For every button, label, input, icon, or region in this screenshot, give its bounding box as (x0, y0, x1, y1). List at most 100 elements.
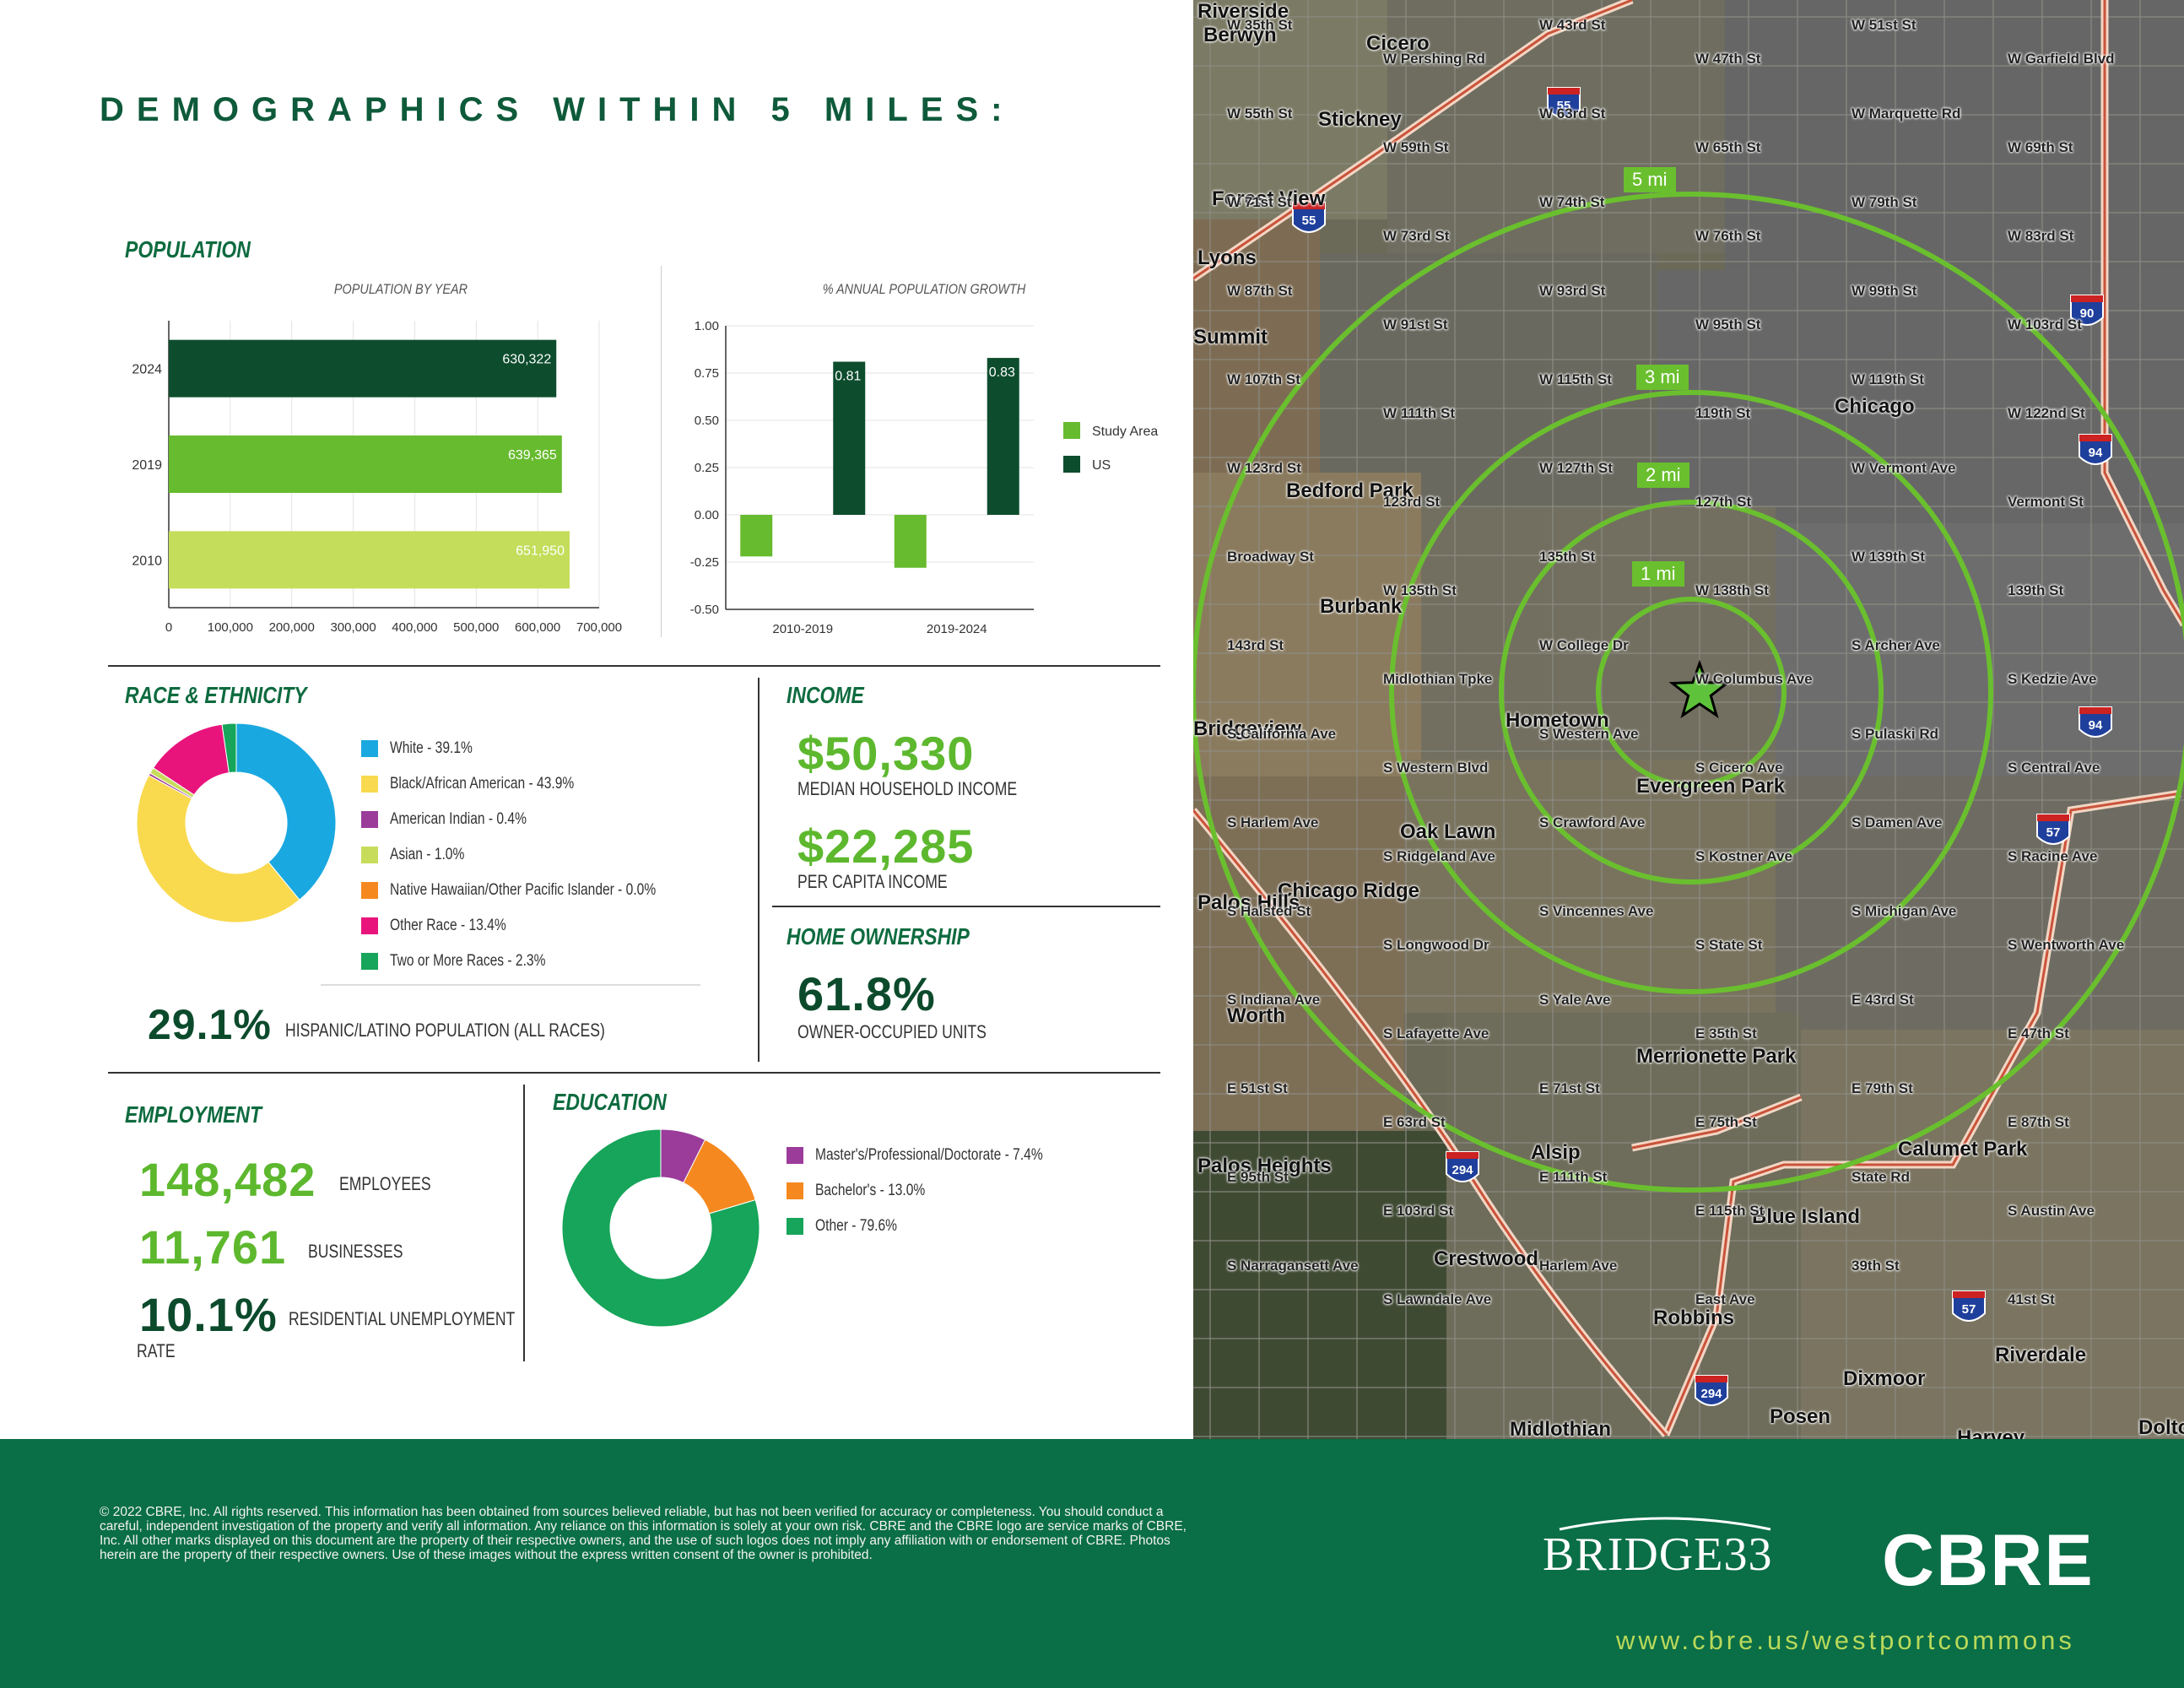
map-street-label: S Vincennes Ave (1539, 903, 1654, 919)
map-street-label: S Pulaski Rd (1852, 726, 1938, 742)
highway-shield-icon: 90 (2070, 295, 2104, 326)
map-street-label: S Damen Ave (1852, 814, 1943, 830)
legend-swatch (361, 953, 378, 970)
map-city-label: Merrionette Park (1636, 1045, 1797, 1068)
website-link[interactable]: www.cbre.us/westportcommons (1616, 1626, 2075, 1655)
map-city-label: Summit (1193, 326, 1268, 349)
map-street-label: S Halsted St (1227, 903, 1311, 919)
category-label: 2019 (132, 458, 162, 473)
map-street-label: W 139th St (1852, 549, 1925, 565)
map-street-label: East Ave (1695, 1291, 1755, 1307)
map-city-label: Lyons (1197, 246, 1257, 269)
unemployment-caption-line2: RATE (137, 1340, 176, 1361)
population-by-year-title: POPULATION BY YEAR (333, 281, 468, 297)
map-street-label: W 69th St (2008, 139, 2073, 155)
map-city-label: Berwyn (1203, 24, 1277, 46)
map-street-label: 123rd St (1383, 494, 1441, 510)
map-street-label: W 65th St (1695, 139, 1761, 155)
employees-caption: EMPLOYEES (339, 1173, 431, 1194)
shield-top (1293, 203, 1325, 209)
unemployment-value: 10.1% (139, 1288, 278, 1341)
map-street-label: S Ridgeland Ave (1383, 848, 1495, 864)
legend-item: Native Hawaiian/Other Pacific Islander -… (361, 873, 714, 908)
map-tile (1776, 776, 2184, 1030)
map-highway-center (1193, 0, 1633, 280)
map-street-label: S Western Blvd (1383, 760, 1489, 776)
bar-study-area-2010-2019 (740, 515, 773, 557)
map-highway-center (1631, 1096, 1802, 1150)
income-divider (772, 906, 1160, 907)
map-city-label: Alsip (1531, 1141, 1581, 1164)
y-tick-label: 1.00 (695, 319, 719, 333)
shield-number: 55 (1557, 99, 1571, 113)
map-street-label: W 122nd St (2008, 405, 2085, 421)
highway-shield-icon: 94 (2079, 434, 2112, 465)
highway-shield-icon: 94 (2079, 706, 2112, 738)
legend-label: Native Hawaiian/Other Pacific Islander -… (390, 881, 657, 899)
map-city-label: Bedford Park (1286, 479, 1414, 502)
map-street-label: W 119th St (1852, 371, 1924, 387)
map-city-label: Stickney (1318, 108, 1402, 131)
map-street-label: S State St (1695, 937, 1763, 953)
slice-two-or-more-races (221, 722, 237, 774)
map-street-label: 127th St (1695, 494, 1752, 510)
shield-top (2037, 814, 2069, 821)
map-street-label: W 111th St (1383, 405, 1456, 421)
home-ownership-section-title: HOME OWNERSHIP (787, 923, 970, 950)
location-map[interactable]: 55 55 90 94 94 57 57 294 294 5 mi 3 mi 2 mi 1 mi Riv… (1193, 0, 2184, 1439)
shield-number: 55 (1302, 214, 1316, 228)
map-street-label: W 43rd St (1539, 17, 1606, 33)
income-section-title: INCOME (787, 682, 864, 708)
map-city-label: Chicago Ridge (1278, 879, 1420, 902)
bridge33-logo: BRIDGE33 (1543, 1528, 1773, 1581)
legend-swatch (361, 847, 378, 863)
shield-shape (2070, 295, 2104, 326)
y-tick-label: 0.00 (695, 508, 719, 522)
legend-item: Bachelor's - 13.0% (787, 1173, 1093, 1209)
y-tick-label: 0.25 (695, 461, 719, 475)
x-tick-label: 100,000 (208, 620, 253, 635)
legend-label: Asian - 1.0% (390, 846, 465, 863)
map-street-label: W 123rd St (1227, 460, 1301, 476)
map-city-label: Crestwood (1434, 1247, 1539, 1270)
population-growth-chart: 1.00 0.75 0.50 0.25 0.00 -0.25 -0.50 0.81 2010-2… (690, 319, 1159, 636)
map-street-label: W College Dr (1539, 637, 1629, 653)
legend-label: US (1092, 458, 1111, 473)
map-street-label: W 107th St (1227, 371, 1300, 387)
legend-swatch (361, 776, 378, 793)
shield-shape (1952, 1290, 1986, 1322)
map-highway-center (2103, 0, 2184, 625)
per-capita-income-caption: PER CAPITA INCOME (797, 871, 948, 892)
map-street-label: W 93rd St (1539, 283, 1606, 299)
radius-ring (1499, 500, 1884, 885)
radius-ring (1193, 192, 2184, 1193)
map-street-label: E 75th St (1695, 1114, 1757, 1130)
x-tick-label: 0 (165, 620, 172, 635)
map-street-label: State Rd (1852, 1169, 1910, 1185)
map-city-label: Palos Hills (1197, 891, 1300, 914)
shield-top (1548, 88, 1580, 95)
bar-study-area-2019-2024 (894, 515, 927, 568)
bar-value-label: 639,365 (508, 448, 557, 463)
map-street-label: W 55th St (1227, 106, 1293, 122)
shield-shape (1446, 1151, 1479, 1182)
map-street-label: Broadway St (1227, 549, 1314, 565)
map-street-label: S Wentworth Ave (2008, 937, 2125, 953)
legend-swatch (1063, 456, 1080, 473)
map-city-label: Evergreen Park (1636, 775, 1786, 798)
highway-shield-icon: 294 (1446, 1151, 1479, 1182)
map-street-label: E 103rd St (1383, 1203, 1454, 1219)
legend-item: Asian - 1.0% (361, 837, 714, 873)
legend-swatch (361, 811, 378, 828)
map-street-label: E 79th St (1852, 1080, 1913, 1096)
map-city-label: Cicero (1366, 32, 1430, 55)
category-label: 2010-2019 (772, 622, 833, 636)
map-street-label: W 95th St (1695, 316, 1761, 333)
x-tick-label: 400,000 (392, 620, 437, 635)
map-city-label: Hometown (1506, 709, 1609, 732)
shield-top (2071, 295, 2103, 302)
race-divider (321, 984, 700, 986)
highway-shield-icon: 57 (2036, 814, 2070, 845)
map-city-label: Chicago (1835, 395, 1915, 418)
education-donut-chart (561, 1128, 760, 1328)
